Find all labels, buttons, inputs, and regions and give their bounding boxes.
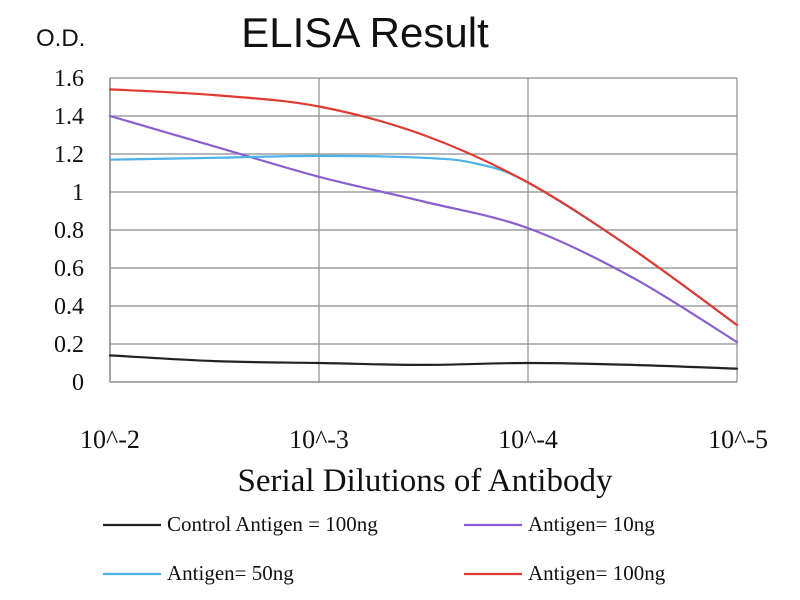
gridlines <box>109 77 738 383</box>
legend-label-2: Antigen= 50ng <box>167 561 294 585</box>
x-tick-label: 10^-3 <box>289 425 349 454</box>
series-line-0 <box>108 354 739 370</box>
y-tick-label: 0 <box>72 370 84 396</box>
y-tick-label: 0.2 <box>54 332 84 358</box>
y-tick-label: 1.4 <box>54 104 84 130</box>
legend-label-3: Antigen= 100ng <box>528 561 666 585</box>
x-tick-labels: 10^-2 10^-3 10^-4 10^-5 <box>80 425 768 454</box>
y-axis-label: O.D. <box>36 25 85 52</box>
y-tick-label: 1.2 <box>54 142 84 168</box>
y-tick-label: 0.6 <box>54 256 84 282</box>
y-tick-labels: 0 0.2 0.4 0.6 0.8 1 1.2 1.4 1.6 <box>54 66 84 396</box>
legend: Control Antigen = 100ng Antigen= 10ng Anti… <box>103 512 666 585</box>
legend-label-0: Control Antigen = 100ng <box>167 512 378 536</box>
x-axis-label: Serial Dilutions of Antibody <box>238 463 613 499</box>
series-line-3 <box>108 88 739 327</box>
x-tick-label: 10^-2 <box>80 425 140 454</box>
y-tick-label: 0.4 <box>54 294 84 320</box>
y-tick-label: 1 <box>72 180 84 206</box>
legend-label-1: Antigen= 10ng <box>528 512 655 536</box>
chart-title: ELISA Result <box>241 9 489 56</box>
x-tick-label: 10^-5 <box>708 425 768 454</box>
series-lines <box>108 88 739 370</box>
x-tick-label: 10^-4 <box>498 425 558 454</box>
series-line-1 <box>108 114 739 344</box>
series-line-2 <box>108 154 739 327</box>
y-tick-label: 0.8 <box>54 218 84 244</box>
y-tick-label: 1.6 <box>54 66 84 92</box>
